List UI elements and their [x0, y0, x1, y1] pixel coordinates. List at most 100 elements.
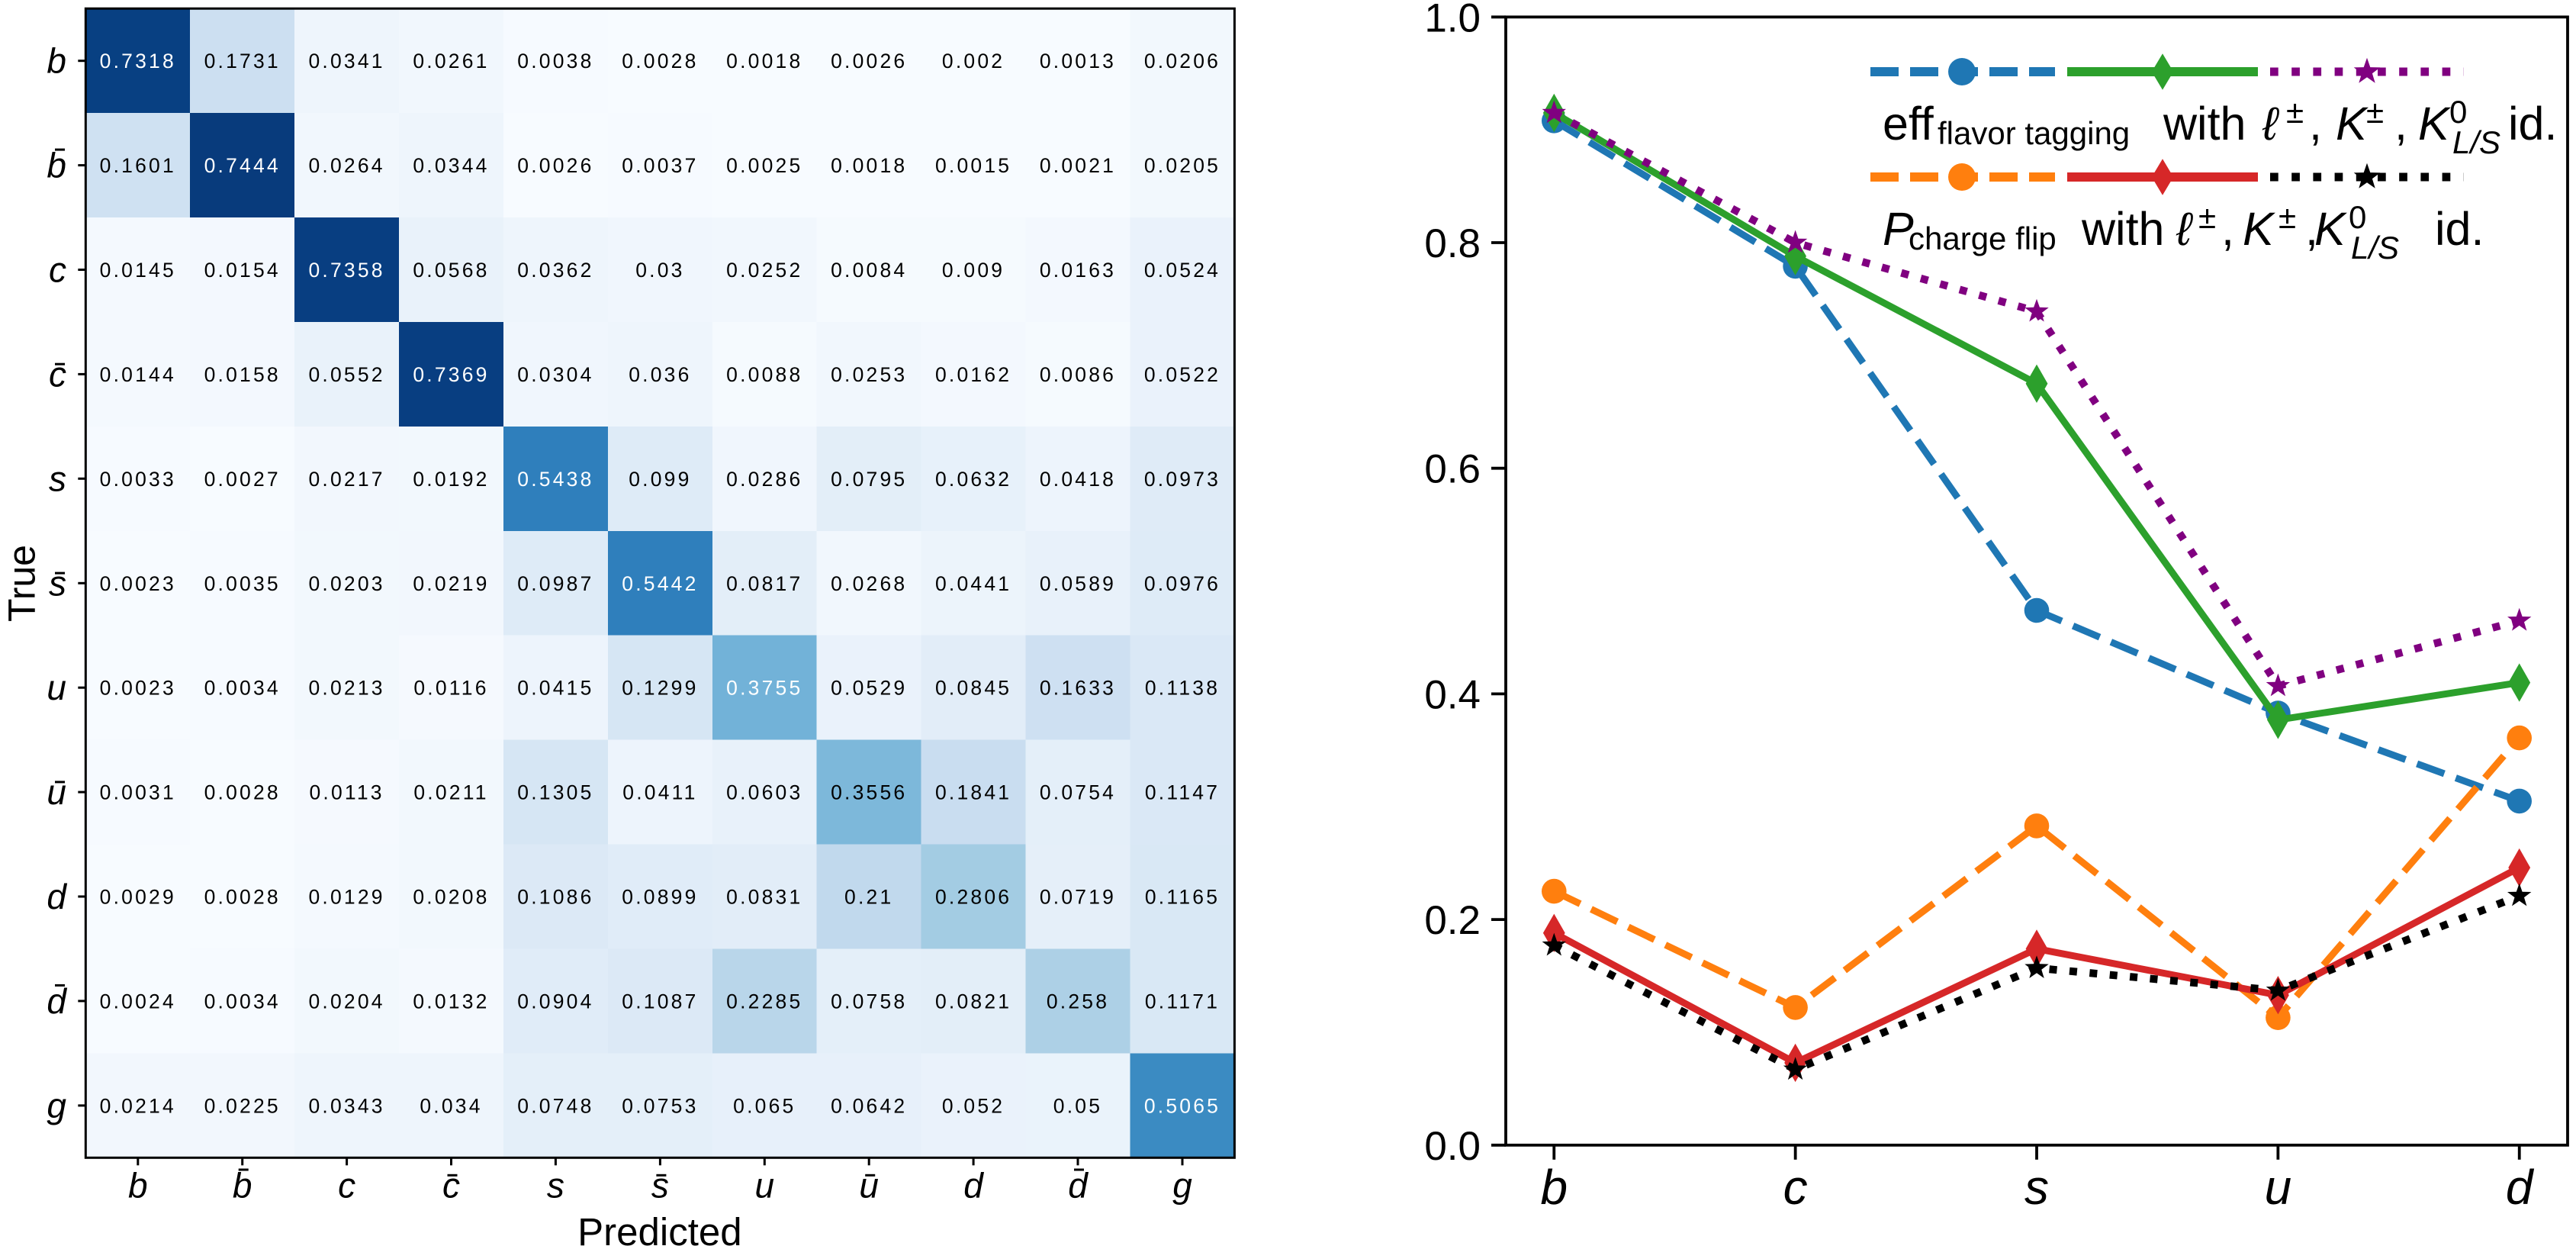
svg-text:0.0758: 0.0758: [831, 990, 907, 1013]
svg-text:s: s: [49, 563, 66, 603]
svg-text:0.0904: 0.0904: [517, 990, 593, 1013]
svg-text:1.0: 1.0: [1424, 0, 1481, 40]
svg-text:0.0524: 0.0524: [1144, 259, 1220, 282]
svg-text:0.0034: 0.0034: [204, 677, 281, 700]
svg-text:b: b: [128, 1166, 148, 1206]
svg-text:0.0145: 0.0145: [100, 259, 176, 282]
svg-text:0.7369: 0.7369: [413, 363, 489, 386]
svg-text:0.052: 0.052: [942, 1094, 1005, 1117]
svg-text:0.0795: 0.0795: [831, 468, 907, 491]
svg-text:0.5442: 0.5442: [622, 572, 698, 595]
svg-text:0.0552: 0.0552: [308, 363, 384, 386]
svg-text:id.: id.: [2508, 98, 2557, 150]
svg-text:0.0023: 0.0023: [100, 677, 176, 700]
svg-text:0.7318: 0.7318: [100, 50, 176, 72]
svg-text:0.0213: 0.0213: [308, 677, 384, 700]
svg-text:0.0225: 0.0225: [204, 1094, 281, 1117]
svg-text:0.0163: 0.0163: [1040, 259, 1116, 282]
svg-text:0.0028: 0.0028: [622, 50, 698, 72]
svg-text:0.0529: 0.0529: [831, 677, 907, 700]
svg-text:0.5065: 0.5065: [1144, 1094, 1220, 1117]
svg-text:,: ,: [2305, 203, 2318, 255]
svg-text:0.0018: 0.0018: [726, 50, 802, 72]
svg-text:0.0086: 0.0086: [1040, 363, 1116, 386]
svg-text:0.5438: 0.5438: [517, 468, 593, 491]
svg-text:0.1841: 0.1841: [935, 781, 1011, 804]
svg-text:0.0035: 0.0035: [204, 572, 281, 595]
svg-text:0.0343: 0.0343: [308, 1094, 384, 1117]
svg-text:Predicted: Predicted: [577, 1210, 741, 1246]
svg-text:0.0754: 0.0754: [1040, 781, 1116, 804]
svg-text:u: u: [2265, 1160, 2292, 1215]
svg-text:0.0976: 0.0976: [1144, 572, 1220, 595]
svg-text:with: with: [2081, 203, 2164, 255]
svg-text:0.0034: 0.0034: [204, 990, 281, 1013]
svg-text:,: ,: [2221, 203, 2234, 255]
svg-text:0.7358: 0.7358: [308, 259, 384, 282]
svg-text:u: u: [859, 1166, 879, 1206]
svg-text:d: d: [963, 1166, 984, 1206]
svg-text:0.1087: 0.1087: [622, 990, 698, 1013]
svg-text:0.0028: 0.0028: [204, 781, 281, 804]
svg-text:0.1138: 0.1138: [1145, 677, 1220, 700]
svg-text:0.0261: 0.0261: [413, 50, 489, 72]
svg-text:0.0415: 0.0415: [517, 677, 593, 700]
svg-text:0.0214: 0.0214: [100, 1094, 176, 1117]
svg-text:0.0632: 0.0632: [935, 468, 1011, 491]
svg-text:0: 0: [2449, 94, 2467, 130]
svg-text:u: u: [47, 668, 66, 707]
svg-text:c: c: [1783, 1160, 1808, 1215]
svg-text:0.0987: 0.0987: [517, 572, 593, 595]
svg-text:0.0033: 0.0033: [100, 468, 176, 491]
svg-text:c: c: [442, 1166, 460, 1206]
svg-text:0.1731: 0.1731: [204, 50, 281, 72]
svg-text:c: c: [49, 354, 66, 394]
svg-text:ℓ: ℓ: [2262, 98, 2280, 150]
svg-text:0.258: 0.258: [1047, 990, 1109, 1013]
svg-text:0.0719: 0.0719: [1040, 886, 1116, 909]
svg-text:0.7444: 0.7444: [204, 154, 281, 177]
svg-text:0.065: 0.065: [733, 1094, 796, 1117]
svg-text:K: K: [2418, 98, 2451, 150]
svg-text:0.0817: 0.0817: [726, 572, 802, 595]
svg-text:0.0031: 0.0031: [100, 781, 176, 804]
svg-text:0.1601: 0.1601: [100, 154, 176, 177]
svg-text:±: ±: [2286, 94, 2304, 130]
svg-text:0.0418: 0.0418: [1040, 468, 1116, 491]
svg-text:0.0252: 0.0252: [726, 259, 802, 282]
svg-text:0.0603: 0.0603: [726, 781, 802, 804]
svg-text:0.099: 0.099: [629, 468, 691, 491]
svg-text:0.0029: 0.0029: [100, 886, 176, 909]
svg-text:b: b: [233, 1166, 252, 1206]
svg-text:0.1147: 0.1147: [1145, 781, 1220, 804]
svg-text:0.4: 0.4: [1424, 672, 1481, 717]
svg-text:P: P: [1883, 203, 1914, 255]
svg-text:0.0268: 0.0268: [831, 572, 907, 595]
svg-text:0.0025: 0.0025: [726, 154, 802, 177]
svg-text:0.0753: 0.0753: [622, 1094, 698, 1117]
svg-text:K: K: [2314, 203, 2347, 255]
svg-text:0.0028: 0.0028: [204, 886, 281, 909]
svg-text:g: g: [47, 1086, 66, 1125]
svg-text:0.3755: 0.3755: [726, 677, 802, 700]
svg-text:0.0821: 0.0821: [935, 990, 1011, 1013]
svg-text:True: True: [1, 545, 43, 622]
svg-text:,: ,: [2394, 98, 2407, 150]
svg-text:0.0132: 0.0132: [413, 990, 489, 1013]
svg-text:0.0205: 0.0205: [1144, 154, 1220, 177]
svg-text:b: b: [47, 146, 66, 185]
svg-text:s: s: [651, 1166, 669, 1206]
svg-text:L/S: L/S: [2351, 230, 2399, 266]
svg-text:0.0024: 0.0024: [100, 990, 176, 1013]
svg-text:0.002: 0.002: [942, 50, 1005, 72]
svg-text:0.0192: 0.0192: [413, 468, 489, 491]
svg-text:0.0018: 0.0018: [831, 154, 907, 177]
svg-text:0.3556: 0.3556: [831, 781, 907, 804]
svg-text:±: ±: [2279, 199, 2296, 235]
svg-text:0.0021: 0.0021: [1040, 154, 1116, 177]
svg-text:0.0113: 0.0113: [309, 781, 384, 804]
svg-text:0.0: 0.0: [1424, 1124, 1481, 1169]
svg-text:0.0116: 0.0116: [413, 677, 488, 700]
svg-text:0.05: 0.05: [1053, 1094, 1102, 1117]
svg-text:0.0206: 0.0206: [1144, 50, 1220, 72]
